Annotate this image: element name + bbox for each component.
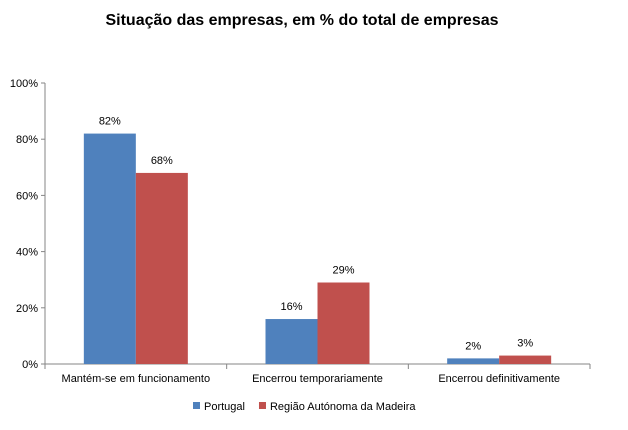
axes: 0% 20% 40% 60% 80% 100% Mantém-se em funcionam…	[10, 78, 591, 385]
bar	[83, 133, 136, 364]
bar	[447, 358, 500, 364]
bar	[499, 355, 552, 364]
y-tick-label: 20%	[16, 303, 38, 315]
bar	[317, 282, 370, 364]
legend: Portugal Região Autónoma da Madeira	[193, 401, 416, 413]
x-tick-label: Encerrou definitivamente	[438, 373, 560, 385]
data-label: 3%	[517, 338, 533, 350]
data-label: 68%	[151, 155, 173, 167]
bar	[265, 319, 318, 364]
bars: 82% 68% 16% 29% 2% 3%	[83, 116, 552, 364]
data-label: 82%	[99, 116, 121, 128]
chart-title: Situação das empresas, em % do total de …	[105, 12, 498, 29]
data-label: 29%	[332, 265, 354, 277]
data-label: 2%	[465, 340, 481, 352]
legend-swatch	[193, 402, 200, 409]
bar	[135, 172, 188, 364]
x-tick-label: Encerrou temporariamente	[252, 373, 383, 385]
y-tick-label: 100%	[10, 78, 38, 90]
data-label: 16%	[280, 301, 302, 313]
legend-label: Região Autónoma da Madeira	[270, 401, 416, 413]
legend-label: Portugal	[204, 401, 245, 413]
y-tick-label: 40%	[16, 247, 38, 259]
y-tick-label: 60%	[16, 190, 38, 202]
x-tick-label: Mantém-se em funcionamento	[62, 373, 211, 385]
y-tick-label: 0%	[22, 359, 38, 371]
legend-swatch	[258, 402, 266, 409]
y-tick-label: 80%	[16, 134, 38, 146]
